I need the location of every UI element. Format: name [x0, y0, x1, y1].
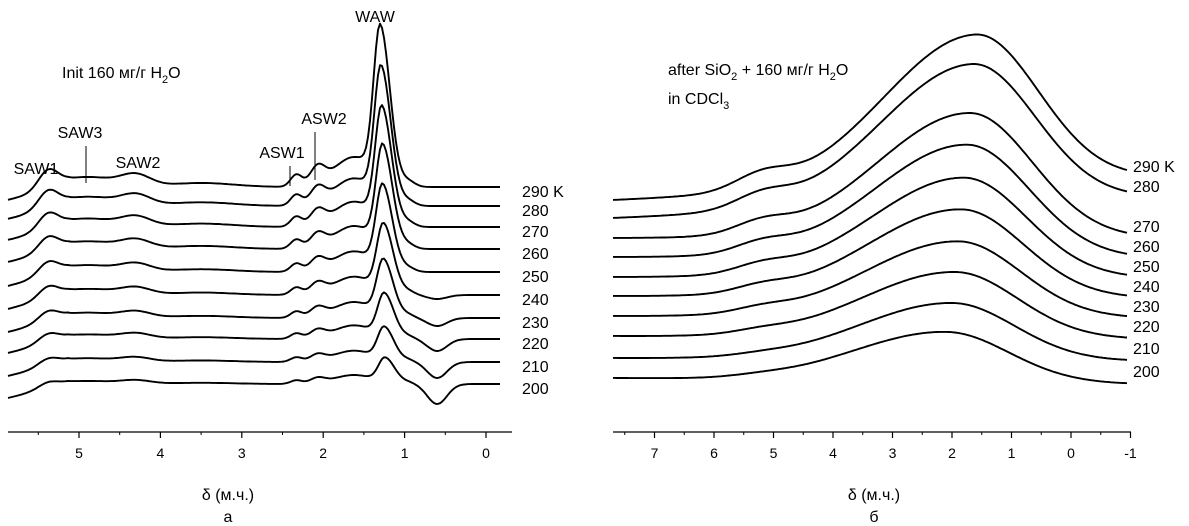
panel-b-series-label: 240 — [1133, 279, 1160, 296]
panel-a-series-label: 210 — [522, 359, 549, 376]
panel-a-series-label: 250 — [522, 269, 549, 286]
panel-a-spectrum-curve — [7, 142, 500, 263]
panel-a-series-label: 260 — [522, 246, 549, 263]
panel-b-spectrum-curve — [613, 302, 1128, 361]
peak-label-waw: WAW — [355, 9, 396, 26]
panel-b-series-label: 200 — [1133, 364, 1160, 381]
panel-b-spectrum-curve — [613, 143, 1128, 258]
panel-a-series-label: 200 — [522, 381, 549, 398]
panel-a-tick-label: 0 — [482, 445, 490, 461]
panel-a-tick-label: 2 — [319, 445, 327, 461]
panel-b-series-label: 210 — [1133, 341, 1160, 358]
panel-b-tick-label: 1 — [1008, 445, 1016, 461]
peak-label-asw1: ASW1 — [259, 145, 304, 162]
panel-b-tick-label: 4 — [829, 445, 837, 461]
panel-a-series-label: 220 — [522, 336, 549, 353]
panel-a-spectrum-curve — [7, 104, 500, 241]
panel-b-tick-label: 7 — [651, 445, 659, 461]
panel-b-series-labels: 290 K 280 270 260 250 240 230 220 210 200 — [1133, 159, 1175, 381]
panel-a-spectrum-curve — [7, 221, 500, 310]
panel-b-letter: б — [869, 509, 878, 526]
panel-b-spectrum-curve — [613, 240, 1128, 317]
panel-a-spectrum-curve — [7, 356, 500, 405]
panel-a-tick-label: 4 — [157, 445, 165, 461]
panel-a-x-ticks: 5 4 3 2 1 0 — [37, 432, 490, 461]
peak-label-saw1: SAW1 — [14, 161, 59, 178]
panel-a-x-label: δ (м.ч.) — [202, 487, 254, 504]
panel-a-series-label: 240 — [522, 292, 549, 309]
panel-a-spectrum-curve — [7, 182, 500, 287]
peak-label-saw3: SAW3 — [58, 125, 103, 142]
panel-a-spectrum-curve — [7, 257, 500, 333]
panel-b-series-label: 230 — [1133, 299, 1160, 316]
panel-a-series-label: 290 K — [522, 184, 564, 201]
panel-b-x-ticks: 7 6 5 4 3 2 1 0 -1 — [624, 432, 1137, 461]
panel-a-spectrum-curve — [7, 64, 500, 220]
panel-a-series-labels: 290 K 280 270 260 250 240 230 220 210 200 — [522, 184, 564, 398]
panel-a-letter: а — [224, 509, 233, 526]
panel-a-tick-label: 3 — [238, 445, 246, 461]
panel-b-series-label: 220 — [1133, 319, 1160, 336]
panel-a-tick-label: 5 — [75, 445, 83, 461]
panel-a-spectrum-curve — [7, 22, 500, 201]
panel-b-spectrum-curve — [613, 112, 1128, 239]
panel-b-series-label: 250 — [1133, 259, 1160, 276]
panel-b-spectrum-curve — [613, 208, 1128, 297]
panel-b-spectrum-curve — [613, 330, 1128, 385]
panel-b-curves — [612, 33, 1128, 385]
panel-b-spectrum-curve — [613, 271, 1128, 339]
panel-b-tick-label: 6 — [710, 445, 718, 461]
panel-b-series-label: 260 — [1133, 239, 1160, 256]
panel-b-spectrum-curve — [612, 33, 1128, 201]
panel-a-curves — [7, 22, 500, 405]
panel-b-series-label: 270 — [1133, 219, 1160, 236]
panel-a-series-label: 270 — [522, 224, 549, 241]
peak-label-saw2: SAW2 — [116, 155, 161, 172]
panel-a-spectrum-curve — [7, 291, 500, 354]
panel-b-tick-label: 5 — [770, 445, 778, 461]
panel-b-annotation-line-1: after SiO2 + 160 мг/г H2O — [668, 62, 848, 83]
panel-a-series-label: 280 — [522, 203, 549, 220]
panel-a-peak-labels: SAW1 SAW3 SAW2 ASW1 ASW2 WAW — [14, 9, 396, 186]
panel-b: 7 6 5 4 3 2 1 0 -1 290 K280270260250240230220210… — [612, 33, 1175, 526]
panel-b-spectrum-curve — [612, 63, 1128, 219]
panel-a-series-label: 230 — [522, 315, 549, 332]
panel-b-annotation-line-2: in CDCl3 — [668, 91, 729, 112]
panel-b-series-label: 280 — [1133, 179, 1160, 196]
panel-b-x-label: δ (м.ч.) — [848, 487, 900, 504]
panel-b-tick-label: -1 — [1124, 445, 1137, 461]
panel-b-tick-label: 0 — [1067, 445, 1075, 461]
peak-label-asw2: ASW2 — [301, 111, 346, 128]
panel-b-tick-label: 2 — [948, 445, 956, 461]
panel-a-annotation: Init 160 мг/г H2O — [62, 65, 181, 86]
panel-a-spectrum-curve — [7, 325, 500, 379]
panel-b-tick-label: 3 — [889, 445, 897, 461]
panel-b-spectrum-curve — [613, 176, 1128, 278]
panel-a-tick-label: 1 — [401, 445, 409, 461]
panel-b-series-label: 290 K — [1133, 159, 1175, 176]
